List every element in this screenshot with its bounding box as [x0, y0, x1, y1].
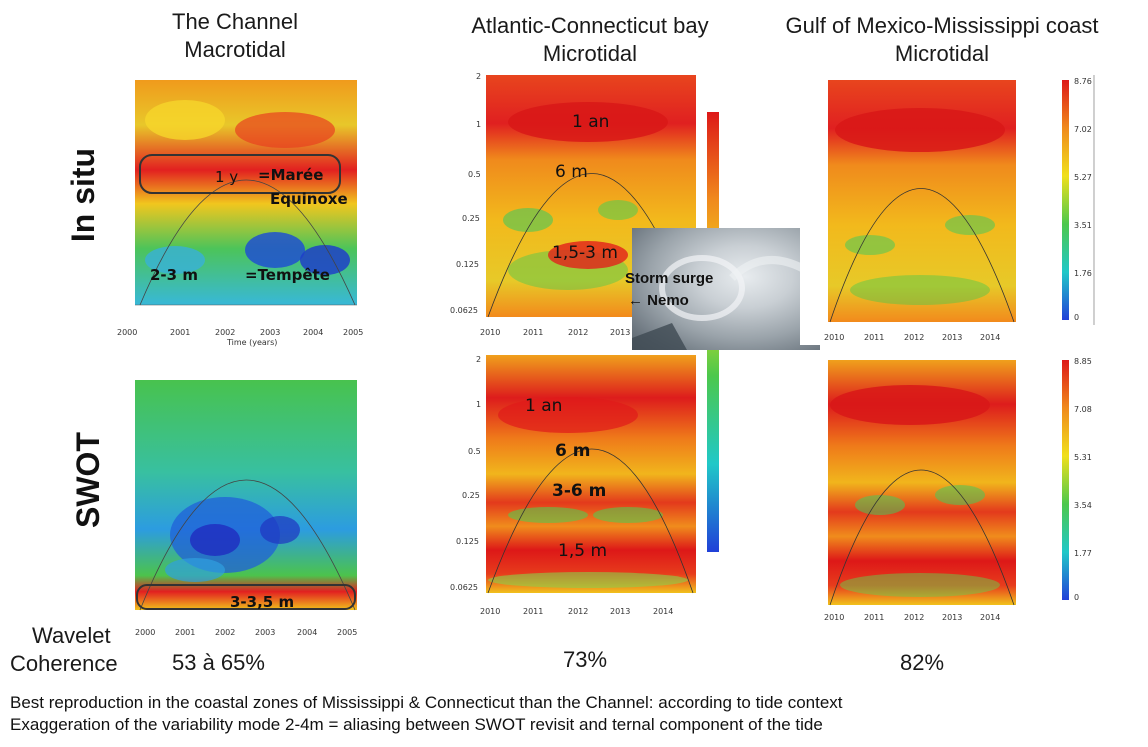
coherence-label-line1: Wavelet	[32, 623, 111, 648]
gulf-bottom-colorbar-tick: 0	[1074, 593, 1080, 602]
anno-atl-1-5-3m: 1,5-3 m	[552, 243, 618, 263]
gulf-insitu-xtick: 2014	[980, 333, 1001, 342]
heading-channel-line1: The Channel	[172, 9, 298, 34]
gulf-top-colorbar-tick: 3.51	[1074, 221, 1092, 230]
atl-swot-ytick: 0.5	[468, 447, 481, 456]
gulf-swot-xtick: 2013	[942, 613, 963, 622]
anno-atl-1an: 1 an	[572, 112, 610, 132]
gulf-swot-xtick: 2011	[864, 613, 885, 622]
gulf-swot-xtick: 2010	[824, 613, 845, 622]
gulf-swot-xtick: 2012	[904, 613, 925, 622]
channel-insitu-xtick: 2004	[303, 328, 324, 337]
atl-swot-ytick: 0.25	[462, 491, 480, 500]
anno-channel-1y: 1 y	[215, 168, 239, 186]
atl-insitu-ytick: 0.125	[456, 260, 479, 269]
heading-channel: The Channel Macrotidal	[120, 8, 350, 64]
atl-swot-ytick: 1	[476, 400, 482, 409]
atl-swot-ytick: 0.0625	[450, 583, 478, 592]
atl-insitu-ytick: 1	[476, 120, 482, 129]
gulf-bottom-colorbar-tick: 5.31	[1074, 453, 1092, 462]
channel-insitu-xtick: 2005	[343, 328, 364, 337]
gulf-insitu-xtick: 2011	[864, 333, 885, 342]
channel-insitu-xtick: 2003	[260, 328, 281, 337]
anno-atl-swot-3-6m: 3-6 m	[552, 481, 607, 501]
heading-gulf: Gulf of Mexico-Mississippi coast Microti…	[752, 12, 1132, 68]
anno-channel-3-35m: 3-3,5 m	[230, 593, 295, 611]
anno-atl-swot-1an: 1 an	[525, 396, 563, 416]
anno-atl-6m: 6 m	[555, 162, 588, 182]
channel-swot-xtick: 2002	[215, 628, 236, 637]
anno-atl-swot-6m: 6 m	[555, 441, 591, 461]
gulf-top-colorbar-tick: 1.76	[1074, 269, 1092, 278]
channel-insitu-xtick: 2000	[117, 328, 138, 337]
heading-atlantic-line2: Microtidal	[542, 41, 638, 66]
gulf-insitu-xtick: 2013	[942, 333, 963, 342]
heading-atlantic-line1: Atlantic-Connecticut bay	[471, 13, 709, 38]
atl-swot-xtick: 2010	[480, 607, 501, 616]
channel-insitu-xlabel: Time (years)	[227, 338, 278, 347]
gulf-top-colorbar-tick: 8.76	[1074, 77, 1092, 86]
gulf-insitu-xtick: 2010	[824, 333, 845, 342]
atl-swot-xtick: 2012	[568, 607, 589, 616]
anno-channel-2-3m: 2-3 m	[150, 266, 198, 284]
atl-insitu-xtick: 2012	[568, 328, 589, 337]
gulf-bottom-colorbar-tick: 3.54	[1074, 501, 1092, 510]
atl-insitu-ytick: 0.5	[468, 170, 481, 179]
channel-swot-xtick: 2004	[297, 628, 318, 637]
coherence-gulf: 82%	[900, 650, 945, 675]
atl-insitu-xtick: 2010	[480, 328, 501, 337]
panel-channel-swot: 2000 2001 2002 2003 2004 2005	[115, 360, 365, 650]
atl-insitu-ytick: 0.25	[462, 214, 480, 223]
coherence-atlantic: 73%	[563, 647, 608, 672]
coherence-label: Wavelet Coherence	[10, 622, 118, 678]
heading-atlantic: Atlantic-Connecticut bay Microtidal	[440, 12, 740, 68]
footer-line1: Best reproduction in the coastal zones o…	[10, 693, 843, 712]
channel-swot-xtick: 2001	[175, 628, 196, 637]
gulf-bottom-colorbar-tick: 1.77	[1074, 549, 1092, 558]
atl-swot-ytick: 2	[476, 355, 482, 364]
channel-insitu-xtick: 2002	[215, 328, 236, 337]
heading-gulf-line2: Microtidal	[894, 41, 990, 66]
gulf-top-colorbar-tick: 5.27	[1074, 173, 1092, 182]
gulf-insitu-xtick: 2012	[904, 333, 925, 342]
storm-name: Nemo	[647, 292, 689, 309]
atl-insitu-xtick: 2011	[523, 328, 544, 337]
gulf-top-colorbar-tick: 7.02	[1074, 125, 1092, 134]
coherence-label-line2: Coherence	[10, 651, 118, 676]
channel-swot-xtick: 2005	[337, 628, 358, 637]
anno-channel-tempete: =Tempête	[245, 266, 330, 284]
panel-gulf-swot: 8.85 7.08 5.31 3.54 1.77 0 2010 2011 201…	[800, 355, 1110, 630]
panel-atlantic-swot: 2 1 0.5 0.25 0.125 0.0625 2010 2011 2012…	[448, 355, 698, 623]
storm-label-line2: ← Nemo	[628, 292, 689, 309]
gulf-top-colorbar-tick: 0	[1074, 313, 1080, 322]
gulf-swot-xtick: 2014	[980, 613, 1001, 622]
atl-swot-xtick: 2013	[610, 607, 631, 616]
gulf-bottom-colorbar-tick: 8.85	[1074, 357, 1092, 366]
atl-insitu-ytick: 0.0625	[450, 306, 478, 315]
row-label-swot: SWOT	[70, 432, 106, 528]
footer-line2: Exaggeration of the variability mode 2-4…	[10, 715, 823, 734]
storm-satellite-image	[632, 228, 820, 350]
atl-swot-xtick: 2014	[653, 607, 674, 616]
heading-channel-line2: Macrotidal	[184, 37, 286, 62]
gulf-bottom-colorbar-tick: 7.08	[1074, 405, 1092, 414]
heading-gulf-line1: Gulf of Mexico-Mississippi coast	[785, 13, 1099, 38]
channel-insitu-xtick: 2001	[170, 328, 191, 337]
channel-swot-xtick: 2000	[135, 628, 156, 637]
anno-channel-equinoxe: Equinoxe	[270, 190, 348, 208]
row-label-insitu: In situ	[65, 147, 101, 243]
panel-channel-insitu: 2000 2001 2002 2003 2004 2005 Time (year…	[115, 60, 365, 347]
atl-insitu-xtick: 2013	[610, 328, 631, 337]
panel-gulf-insitu: 8.76 7.02 5.27 3.51 1.76 0 2010 2011 201…	[800, 75, 1110, 345]
anno-channel-maree: =Marée	[258, 166, 324, 184]
coherence-channel: 53 à 65%	[172, 650, 265, 675]
anno-atl-swot-1-5m: 1,5 m	[558, 541, 607, 561]
storm-label-line1: Storm surge	[625, 270, 714, 287]
arrow-left-icon: ←	[628, 292, 648, 309]
atl-swot-xtick: 2011	[523, 607, 544, 616]
channel-swot-xtick: 2003	[255, 628, 276, 637]
atl-insitu-ytick: 2	[476, 72, 482, 81]
atl-swot-ytick: 0.125	[456, 537, 479, 546]
